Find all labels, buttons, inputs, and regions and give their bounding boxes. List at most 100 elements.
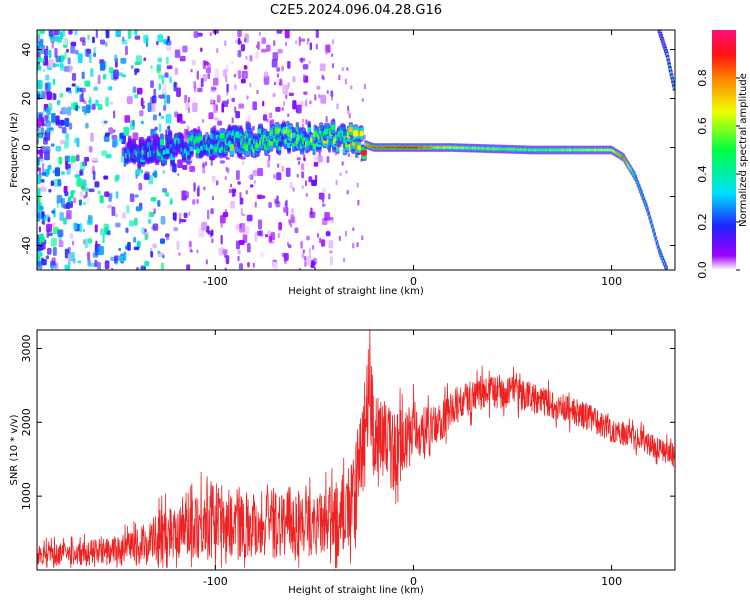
spectrogram-noise-cell <box>330 90 334 98</box>
spectrogram-noise-cell <box>113 54 118 63</box>
spectrogram-noise-cell <box>183 212 188 219</box>
spectrogram-noise-cell <box>47 247 52 255</box>
spectrogram-noise-cell <box>329 256 334 266</box>
spectrogram-noise-cell <box>197 32 203 37</box>
spectrogram-noise-cell <box>284 201 287 207</box>
spectrogram-ridge-cell <box>652 226 654 230</box>
snr-series-line <box>37 330 675 569</box>
spectrogram-noise-cell <box>67 196 72 204</box>
spectrogram-noise-cell <box>54 47 58 58</box>
spectrogram-noise-cell <box>222 248 228 255</box>
spectrogram-noise-cell <box>210 86 216 93</box>
spectrogram-noise-cell <box>306 235 310 241</box>
spectrogram-xtick-label: 100 <box>601 275 622 288</box>
spectrogram-noise-cell <box>302 249 305 254</box>
spectrogram-noise-cell <box>306 256 312 266</box>
spectrogram-noise-cell <box>38 226 42 233</box>
spectrogram-noise-cell <box>193 182 196 192</box>
spectrogram-noise-cell <box>81 71 85 80</box>
spectrogram-noise-cell <box>158 123 162 133</box>
spectrogram-noise-cell <box>37 61 40 65</box>
figure-title: C2E5.2024.096.04.28.G16 <box>270 3 442 18</box>
spectrogram-noise-cell <box>207 73 211 80</box>
spectrogram-noise-cell <box>104 191 110 197</box>
spectrogram-noise-cell <box>210 159 213 166</box>
spectrogram-noise-cell <box>290 214 295 224</box>
spectrogram-noise-cell <box>63 140 69 149</box>
spectrogram-ridge-cell <box>649 218 652 222</box>
snr-ytick-label: 3000 <box>20 334 33 362</box>
spectrogram-noise-cell <box>267 230 272 237</box>
spectrogram-noise-cell <box>220 234 223 245</box>
spectrogram-ridge-cell <box>668 64 671 68</box>
spectrogram-noise-cell <box>276 30 283 34</box>
spectrogram-noise-cell <box>45 74 50 81</box>
spectrogram-noise-cell <box>43 68 46 73</box>
spectrogram-ridge-cell <box>655 239 658 243</box>
spectrogram-noise-cell <box>38 233 45 244</box>
spectrogram-ridge-cell <box>666 56 669 60</box>
spectrogram-noise-cell <box>143 57 147 62</box>
spectrogram-noise-cell <box>150 80 154 88</box>
spectrogram-noise-cell <box>87 238 93 244</box>
spectrogram-noise-cell <box>162 188 168 193</box>
spectrogram-noise-cell <box>43 215 47 222</box>
spectrogram-noise-cell <box>141 227 145 235</box>
spectrogram-noise-cell <box>246 95 249 100</box>
spectrogram-noise-cell <box>92 103 96 110</box>
spectrogram-noise-cell <box>303 154 306 160</box>
spectrogram-noise-cell <box>46 223 52 233</box>
colorbar-gradient <box>712 30 736 270</box>
spectrogram-noise-cell <box>45 255 50 260</box>
spectrogram-ridge-cell <box>352 130 359 137</box>
spectrogram-noise-cell <box>285 94 288 99</box>
spectrogram-noise-cell <box>286 242 289 246</box>
spectrogram-noise-cell <box>184 191 187 196</box>
spectrogram-noise-cell <box>84 156 90 162</box>
spectrogram-noise-cell <box>163 104 167 111</box>
spectrogram-noise-cell <box>55 55 61 63</box>
spectrogram-noise-cell <box>319 237 322 244</box>
spectrogram-noise-cell <box>325 50 328 55</box>
spectrogram-noise-cell <box>287 82 290 89</box>
spectrogram-noise-cell <box>45 169 48 178</box>
spectrogram-noise-cell <box>209 32 212 36</box>
spectrogram-noise-cell <box>249 184 254 188</box>
spectrogram-noise-cell <box>268 154 271 161</box>
spectrogram-noise-cell <box>147 218 152 224</box>
spectrogram-noise-cell <box>216 180 219 185</box>
spectrogram-noise-cell <box>239 223 242 229</box>
spectrogram-noise-cell <box>221 219 224 223</box>
spectrogram-ridge-cell <box>672 82 675 86</box>
spectrogram-ridge-cell <box>159 139 164 146</box>
spectrogram-noise-cell <box>97 104 103 111</box>
spectrogram-noise-cell <box>336 103 339 110</box>
spectrogram-noise-cell <box>166 46 172 51</box>
spectrogram-noise-cell <box>123 126 130 136</box>
spectrogram-noise-cell <box>208 67 211 72</box>
spectrogram-noise-cell <box>88 53 92 64</box>
spectrogram-ridge-cell <box>647 210 649 213</box>
spectrogram-noise-cell <box>338 74 341 81</box>
spectrogram-noise-cell <box>103 135 110 142</box>
spectrogram-noise-cell <box>169 76 173 84</box>
spectrogram-noise-cell <box>297 161 300 165</box>
spectrogram-noise-cell <box>48 49 52 59</box>
spectrogram-noise-cell <box>225 156 230 160</box>
spectrogram-noise-cell <box>133 94 139 99</box>
spectrogram-noise-cell <box>219 160 226 164</box>
spectrogram-noise-cell <box>135 206 142 212</box>
spectrogram-noise-cell <box>173 227 179 232</box>
spectrogram-noise-cell <box>268 202 272 208</box>
spectrogram-noise-cell <box>164 192 170 197</box>
spectrogram-noise-cell <box>77 260 82 264</box>
spectrogram-noise-cell <box>65 132 69 141</box>
spectrogram-noise-cell <box>240 44 246 52</box>
spectrogram-noise-cell <box>38 206 44 211</box>
spectrogram-ridge-cell <box>229 144 235 152</box>
spectrogram-noise-cell <box>98 245 104 256</box>
spectrogram-noise-cell <box>37 249 42 260</box>
spectrogram-noise-cell <box>300 163 305 171</box>
spectrogram-noise-cell <box>120 57 127 64</box>
spectrogram-noise-cell <box>276 67 280 72</box>
